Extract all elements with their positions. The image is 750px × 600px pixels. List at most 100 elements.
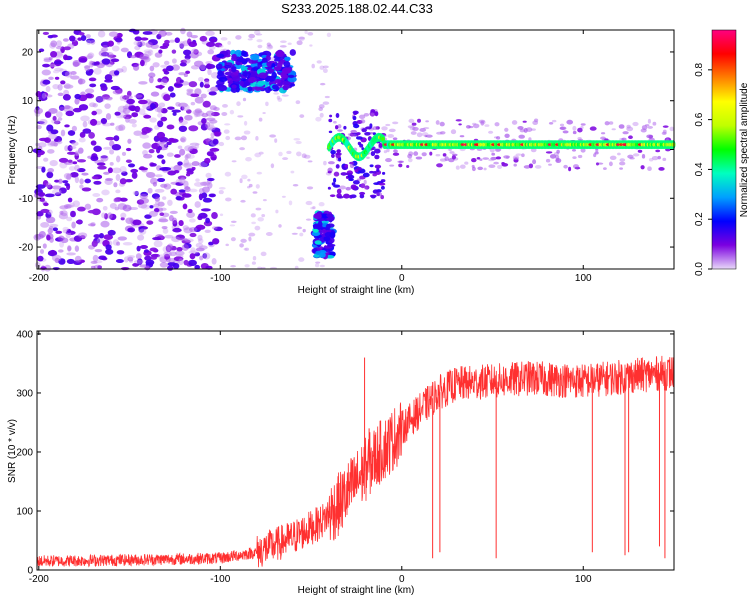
spectrogram-cell	[303, 154, 311, 159]
spectrogram-cell	[312, 228, 319, 233]
spectrogram-cell	[336, 188, 342, 194]
spectrogram-cell	[134, 190, 139, 197]
spectrogram-cell	[435, 120, 440, 125]
spectrogram-cell	[429, 151, 433, 156]
spectrogram-cell	[154, 200, 161, 206]
spectrogram-cell	[178, 189, 186, 193]
spectrogram-cell	[154, 107, 162, 113]
spectrogram-cell	[276, 95, 281, 100]
spectrogram-cell	[244, 264, 250, 268]
spectrogram-cell	[315, 261, 321, 264]
spectrogram-cell	[378, 182, 386, 186]
spectrogram-cell	[122, 204, 132, 212]
spectrogram-cell	[198, 212, 208, 219]
spectrogram-cell	[370, 112, 375, 117]
spectrogram-cell	[162, 196, 167, 200]
spectrogram-cell	[380, 180, 384, 184]
spectrogram-cell	[45, 182, 52, 188]
spectrogram-cell	[206, 177, 215, 182]
spectrogram-cell	[169, 251, 177, 257]
spectrogram-cell	[188, 188, 198, 193]
spectrogram-cell	[299, 232, 304, 237]
spectrogram-cell	[69, 35, 76, 42]
spectrogram-cell	[138, 81, 148, 85]
spectrogram-cell	[210, 132, 215, 138]
spectrogram-cell	[333, 177, 337, 183]
spectrogram-cell	[184, 54, 191, 60]
spectrogram-cell	[281, 195, 286, 198]
spectrogram-cell	[254, 86, 261, 91]
spectrogram-cell	[71, 141, 79, 146]
spectrogram-cell	[66, 258, 75, 264]
spectrogram-cell	[90, 260, 98, 265]
spectrogram-cell	[534, 164, 542, 169]
spectrogram-cell	[376, 167, 380, 173]
spectrogram-cell	[139, 134, 150, 139]
spectrogram-cell	[239, 243, 244, 248]
spectrogram-cell	[105, 51, 114, 58]
spectrogram-cell	[93, 264, 102, 270]
spectrogram-cell	[326, 243, 336, 247]
spectrogram-cell	[521, 153, 525, 158]
spectrogram-cell	[298, 36, 305, 41]
spectrogram-cell	[380, 185, 385, 190]
spectrogram-cell	[97, 30, 106, 38]
spectrogram-cell	[46, 234, 51, 241]
spectrogram-cell	[188, 81, 198, 88]
spectrogram-cells	[32, 27, 676, 272]
spectrogram-cell	[449, 151, 455, 154]
spectrogram-cell	[74, 176, 80, 184]
spectrogram-cell	[45, 94, 53, 98]
spectrogram-cell	[166, 124, 175, 130]
spectrogram-cell	[134, 45, 141, 51]
spectrogram-cell	[55, 40, 63, 47]
spectrogram-cell	[222, 104, 228, 108]
spectrogram-cell	[350, 184, 357, 190]
spectrogram-cell	[374, 111, 379, 117]
spectrogram-cell	[95, 95, 106, 103]
spectrogram-cell	[359, 119, 366, 124]
spectrogram-cell	[157, 254, 166, 260]
spectrogram-cell	[169, 39, 175, 43]
spectrogram-cell	[47, 149, 55, 154]
spectrogram-cell	[107, 40, 114, 47]
spectrogram-cell	[378, 142, 383, 149]
spectrogram-cell	[152, 62, 160, 68]
spectrogram-cell	[154, 174, 163, 178]
spectrogram-cell	[199, 255, 204, 261]
spectrogram-cell	[199, 35, 208, 42]
spectrogram-cell	[139, 197, 150, 204]
spectrogram-cell	[209, 38, 218, 43]
spectrogram-cell	[114, 37, 123, 43]
spectrogram-cell	[58, 178, 63, 184]
spectrogram-cell	[288, 74, 295, 78]
spectrogram-cell	[208, 91, 217, 96]
spectrogram-cell	[622, 131, 629, 135]
spectrogram-cell	[577, 154, 583, 159]
spectrogram-cell	[352, 115, 357, 121]
spectrogram-cell	[548, 163, 552, 166]
spectrogram-cell	[603, 167, 607, 170]
spectrogram-cell	[231, 68, 237, 72]
spectrogram-cell	[188, 259, 197, 267]
spectrogram-cell	[318, 202, 325, 207]
spectrogram-cell	[277, 97, 283, 102]
spectrogram-cell	[626, 124, 631, 129]
spectrogram-cell	[224, 65, 232, 69]
spectrogram-cell	[495, 156, 502, 160]
spectrogram-cell	[284, 56, 291, 62]
colorbar-gradient	[712, 30, 736, 269]
spectrogram-cell	[186, 168, 195, 172]
spectrogram-cell	[81, 172, 89, 176]
spectrogram-cell	[193, 60, 204, 67]
spectrogram-cell	[497, 164, 503, 169]
spectrogram-cell	[50, 40, 58, 48]
spectrogram-cell	[185, 153, 195, 160]
spectrogram-cell	[164, 234, 174, 239]
spectrogram-cell	[167, 106, 175, 110]
spectrogram-cell	[109, 61, 115, 65]
spectrogram-cell	[42, 180, 49, 187]
spectrogram-cell	[355, 136, 363, 140]
spectrogram-cell	[191, 48, 199, 54]
